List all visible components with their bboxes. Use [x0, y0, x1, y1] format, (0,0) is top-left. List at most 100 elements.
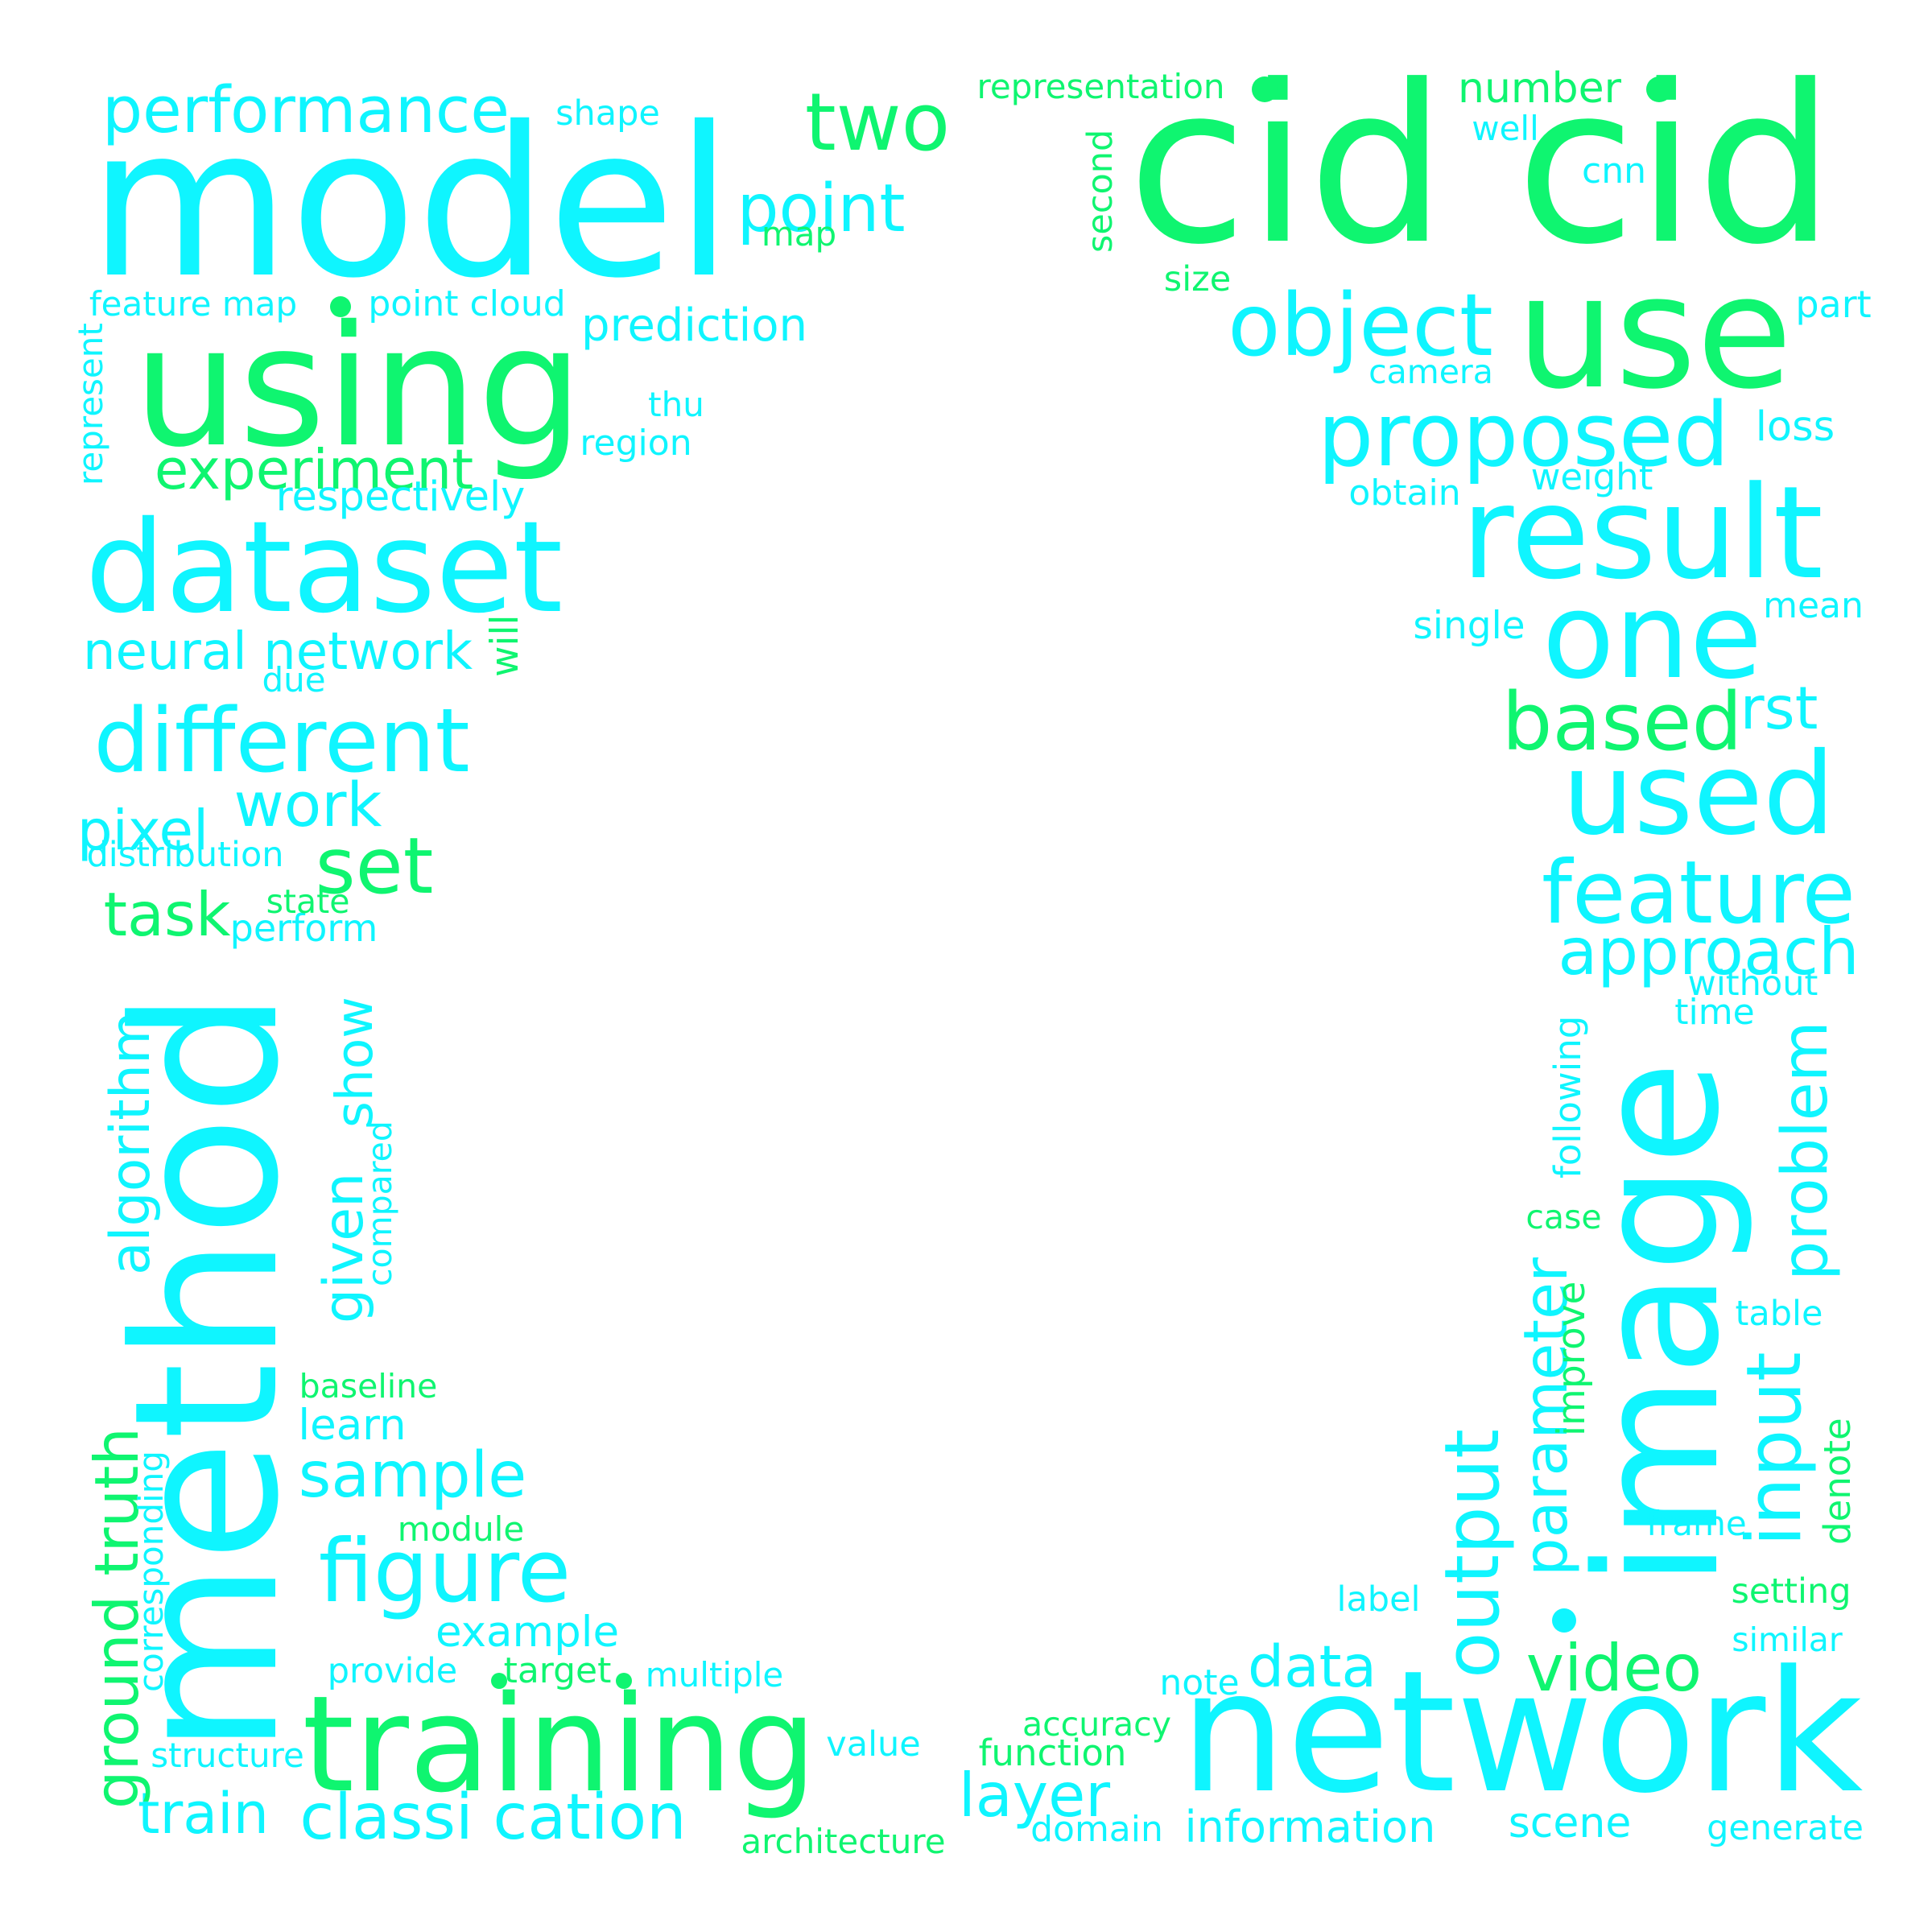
word-provide: provide [327, 1650, 458, 1691]
word-value: value [826, 1724, 921, 1765]
word-denote: denote [1816, 1418, 1859, 1545]
dot-mark [616, 1673, 632, 1689]
word-camera: camera [1368, 353, 1493, 391]
dot-mark [491, 1673, 507, 1689]
word-thu: thu [648, 384, 704, 424]
word-cnn: cnn [1582, 150, 1646, 192]
word-similar: similar [1732, 1620, 1843, 1659]
word-output: output [1429, 1428, 1517, 1679]
word-point: point [737, 171, 906, 247]
word-video: video [1525, 1630, 1703, 1706]
word-prediction: prediction [581, 299, 807, 352]
word-representation: representation [976, 66, 1225, 106]
word-well: well [1472, 109, 1539, 148]
word-obtain: obtain [1348, 472, 1461, 514]
word-point-cloud: point cloud [368, 283, 566, 324]
word-perform: perform [229, 906, 378, 950]
word-train: train [138, 1780, 269, 1847]
word-table: table [1735, 1294, 1823, 1334]
word-baseline: baseline [299, 1367, 438, 1406]
word-use: use [1516, 241, 1793, 423]
word-respectively: respectively [275, 473, 526, 521]
word-cid-cid: cid cid [1127, 37, 1835, 292]
word-label: label [1336, 1579, 1421, 1620]
word-problem: problem [1769, 1021, 1842, 1282]
dot-mark [330, 296, 351, 317]
word-network: network [1179, 1635, 1864, 1831]
word-frame: frame [1646, 1503, 1747, 1543]
word-following: following [1546, 1015, 1589, 1179]
word-show: show [324, 997, 384, 1129]
word-rst: rst [1740, 674, 1818, 743]
word-layer: layer [958, 1759, 1111, 1831]
word-training: training [302, 1667, 817, 1822]
word-work: work [233, 769, 382, 840]
word-case: case [1525, 1198, 1602, 1236]
word-shape: shape [555, 93, 660, 134]
word-two: two [804, 76, 951, 169]
word-region: region [580, 423, 692, 464]
word-mean: mean [1763, 584, 1864, 626]
word-size: size [1163, 259, 1232, 299]
word-result: result [1461, 459, 1823, 608]
word-data: data [1248, 1633, 1377, 1700]
word-architecture: architecture [741, 1821, 946, 1861]
word-distribution: distribution [86, 835, 284, 875]
word-using: using [133, 289, 584, 484]
word-loss: loss [1755, 402, 1835, 451]
word-experiment: experiment [154, 437, 474, 502]
word-figure: figure [318, 1521, 572, 1622]
word-function: function [978, 1732, 1127, 1774]
word-algorithm: algorithm [98, 1010, 163, 1276]
word-task: task [103, 878, 231, 950]
word-module: module [397, 1509, 525, 1549]
word-pixel: pixel [76, 799, 209, 863]
word-classi-cation: classi cation [299, 1781, 687, 1854]
word-learn: learn [298, 1400, 407, 1450]
dot-mark [1646, 76, 1672, 102]
word-accuracy: accuracy [1022, 1705, 1171, 1744]
word-improve: improve [1550, 1281, 1594, 1436]
word-different: different [93, 689, 470, 792]
word-model: model [88, 82, 733, 324]
word-setting: setting [1731, 1571, 1852, 1612]
word-information: information [1184, 1802, 1436, 1852]
word-used: used [1562, 729, 1835, 861]
word-feature: feature [1542, 843, 1856, 943]
word-example: example [435, 1608, 620, 1657]
word-map: map [761, 214, 837, 254]
word-second: second [1080, 129, 1121, 254]
word-sample: sample [298, 1439, 527, 1512]
word-target: target [503, 1650, 612, 1691]
word-domain: domain [1030, 1808, 1163, 1850]
word-scene: scene [1508, 1799, 1632, 1847]
word-neural-network: neural network [82, 622, 473, 682]
word-weight: weight [1530, 456, 1653, 498]
word-performance: performance [102, 73, 510, 147]
word-set: set [315, 821, 434, 911]
word-approach: approach [1558, 914, 1860, 989]
word-note: note [1159, 1662, 1240, 1703]
word-structure: structure [151, 1736, 304, 1775]
word-object: object [1228, 275, 1493, 376]
word-one: one [1542, 567, 1763, 705]
word-corresponding: corresponding [130, 1451, 171, 1693]
word-without: without [1687, 964, 1818, 1004]
word-dataset: dataset [85, 493, 564, 642]
word-number: number [1458, 64, 1621, 113]
word-state: state [266, 881, 350, 921]
word-part: part [1795, 282, 1872, 326]
dot-mark [1252, 76, 1278, 102]
word-represent: represent [70, 323, 110, 486]
word-multiple: multiple [645, 1655, 784, 1695]
word-single: single [1413, 604, 1525, 648]
word-generate: generate [1707, 1807, 1864, 1848]
word-input: input [1731, 1352, 1818, 1546]
dot-mark [1552, 1608, 1576, 1633]
word-feature-map: feature map [89, 283, 298, 324]
word-based: based [1501, 676, 1743, 769]
word-will: will [483, 614, 527, 678]
word-time: time [1674, 991, 1755, 1033]
word-due: due [262, 660, 326, 700]
